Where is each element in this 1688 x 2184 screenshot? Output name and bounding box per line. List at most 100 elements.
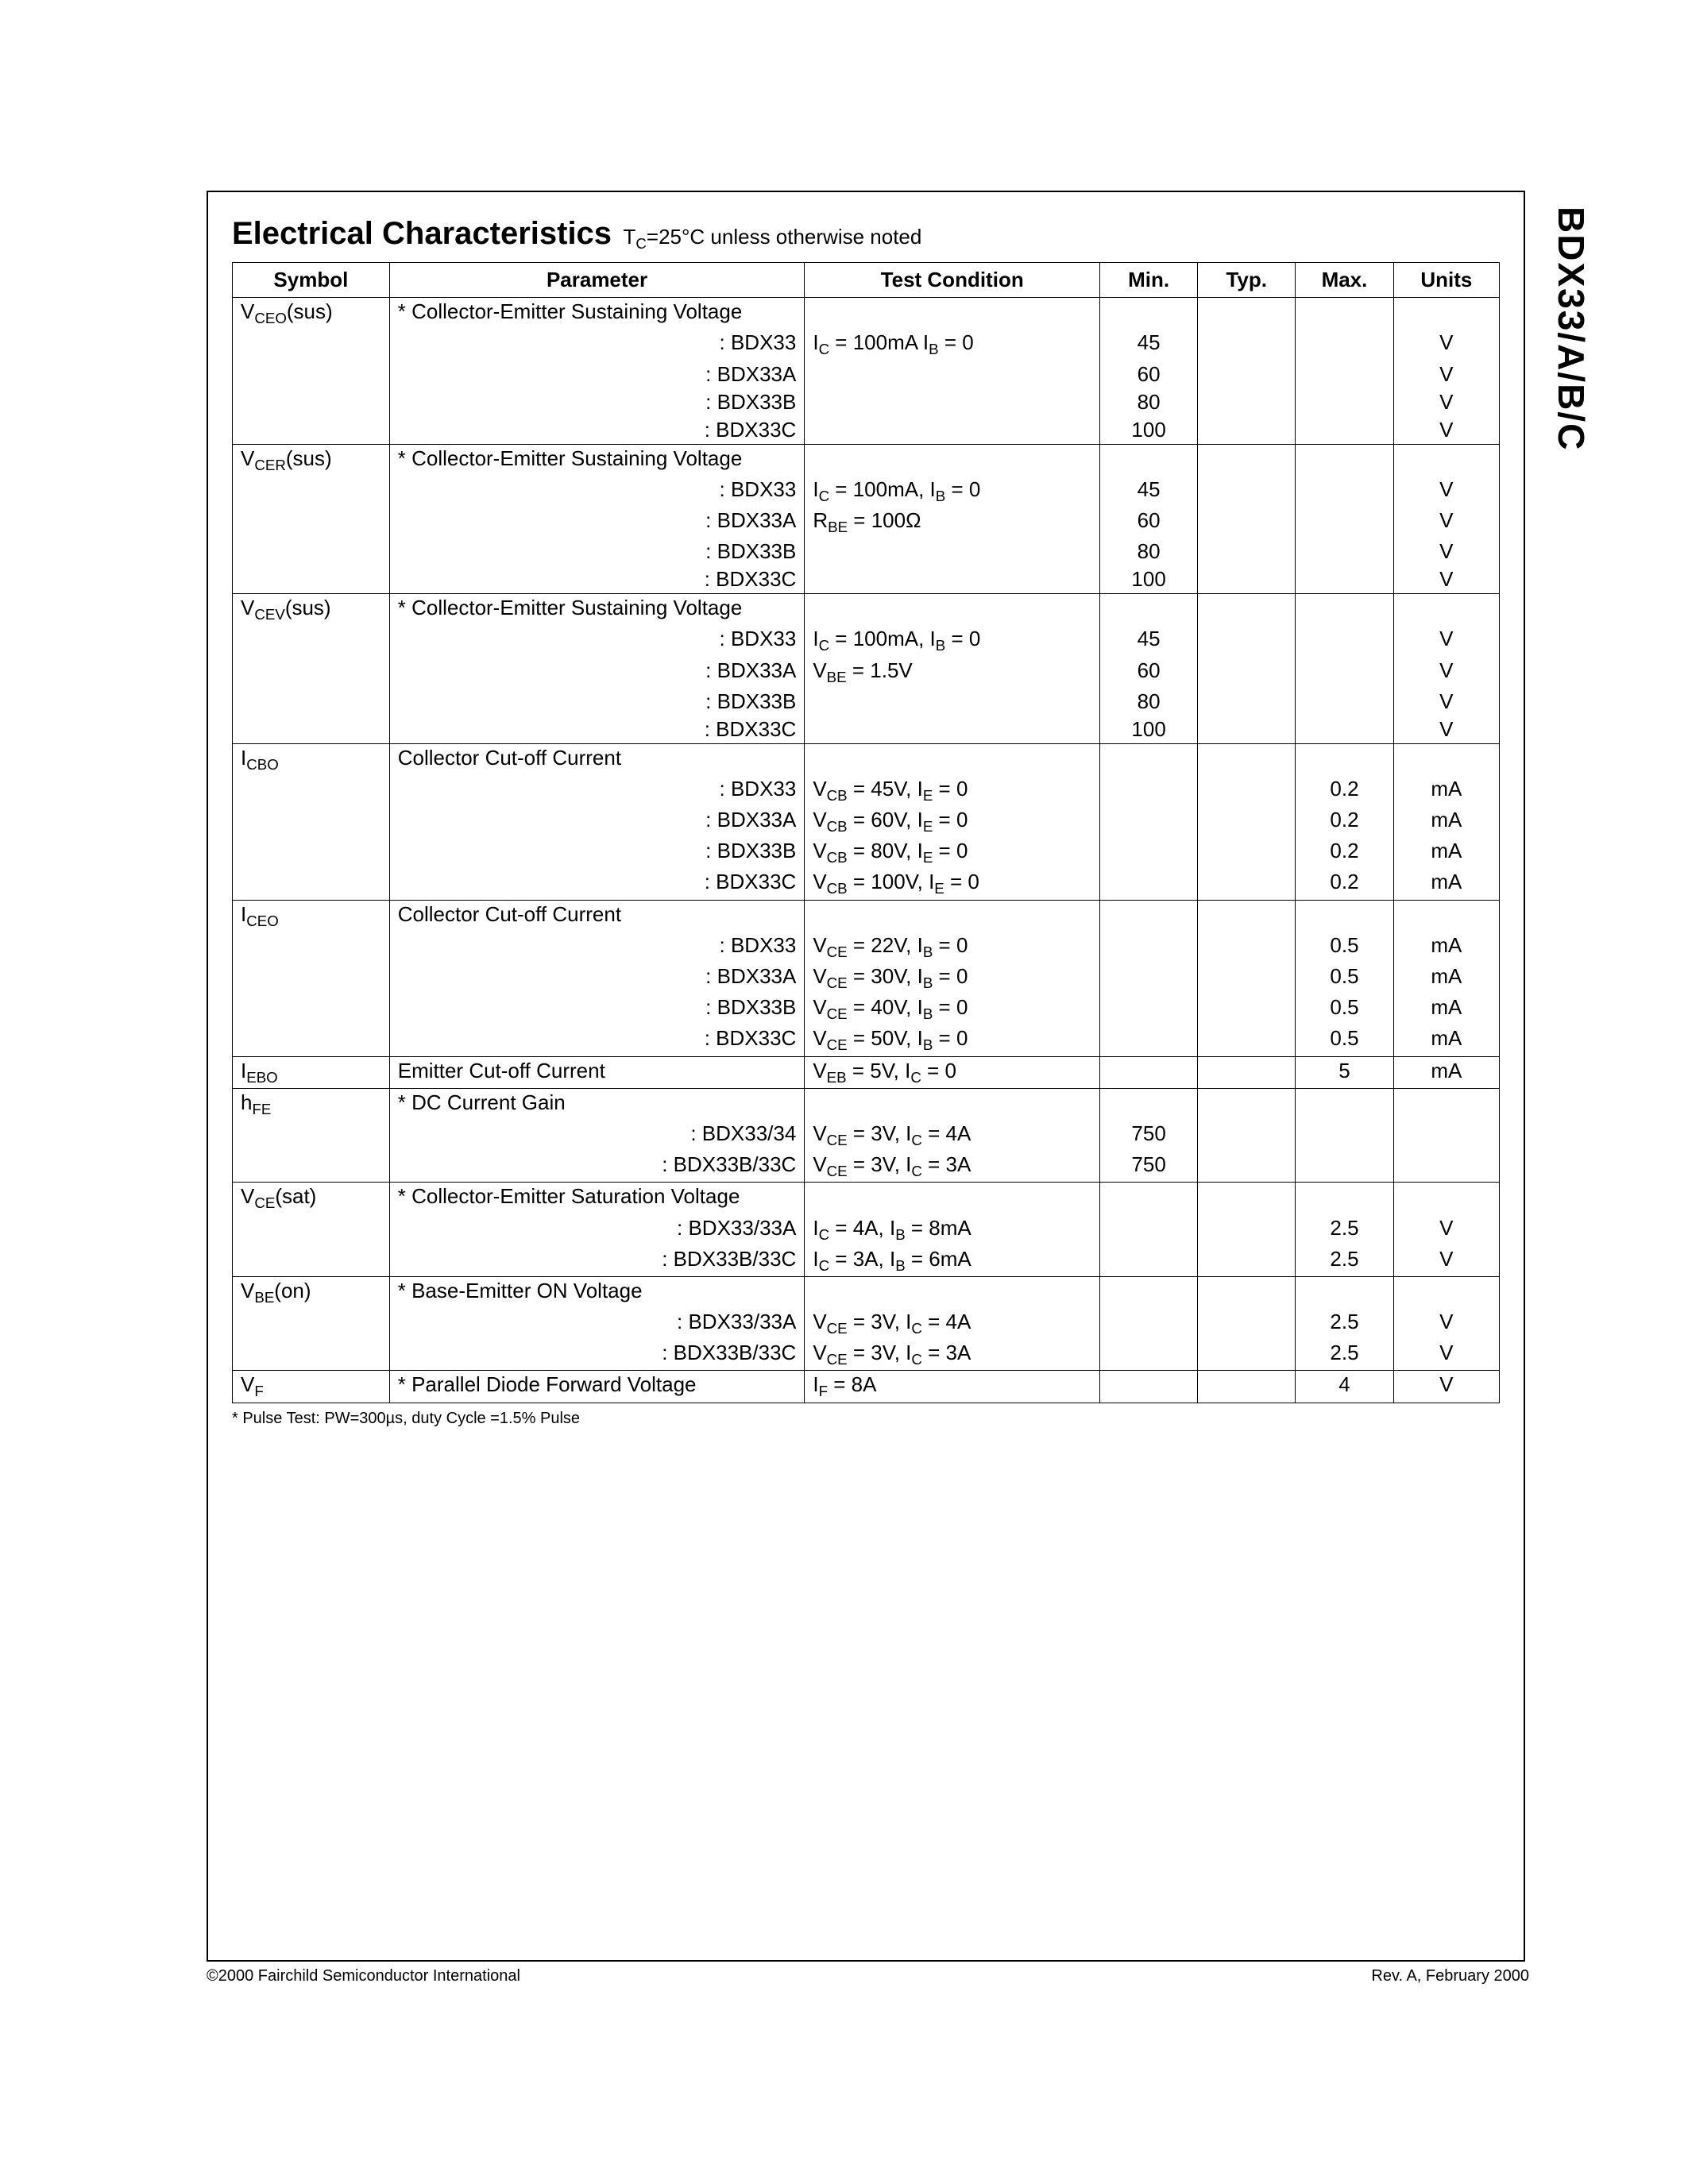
cell-units xyxy=(1393,594,1499,626)
pulse-test-footnote: * Pulse Test: PW=300µs, duty Cycle =1.5%… xyxy=(232,1410,1500,1428)
cell-max: 0.5 xyxy=(1296,932,1393,963)
table-row: : BDX33BVCE = 40V, IB = 00.5mA xyxy=(233,994,1500,1024)
cell-condition xyxy=(805,716,1100,744)
col-max: Max. xyxy=(1296,263,1393,298)
cell-max: 0.2 xyxy=(1296,806,1393,837)
cell-parameter: : BDX33/34 xyxy=(389,1120,805,1151)
cell-symbol xyxy=(233,688,390,716)
cell-min xyxy=(1100,1371,1198,1403)
cell-max: 0.5 xyxy=(1296,1024,1393,1056)
cell-max xyxy=(1296,565,1393,594)
cell-condition: VCB = 100V, IE = 0 xyxy=(805,868,1100,900)
cell-max xyxy=(1296,298,1393,330)
cell-max xyxy=(1296,507,1393,538)
cell-parameter: : BDX33C xyxy=(389,1024,805,1056)
content-frame: Electrical Characteristics TC=25°C unles… xyxy=(207,191,1525,1962)
cell-min: 80 xyxy=(1100,388,1198,416)
cell-symbol: hFE xyxy=(233,1088,390,1120)
cell-units xyxy=(1393,900,1499,932)
cell-symbol: ICBO xyxy=(233,743,390,775)
cell-max xyxy=(1296,416,1393,445)
cell-condition: IC = 4A, IB = 8mA xyxy=(805,1214,1100,1245)
table-row: : BDX33/33AVCE = 3V, IC = 4A2.5V xyxy=(233,1308,1500,1339)
cell-max xyxy=(1296,743,1393,775)
cell-typ xyxy=(1198,444,1296,476)
cell-max: 5 xyxy=(1296,1056,1393,1088)
cell-condition xyxy=(805,388,1100,416)
table-row: VF* Parallel Diode Forward VoltageIF = 8… xyxy=(233,1371,1500,1403)
cell-units xyxy=(1393,1276,1499,1308)
cell-min xyxy=(1100,837,1198,868)
cell-condition xyxy=(805,1088,1100,1120)
electrical-characteristics-table: Symbol Parameter Test Condition Min. Typ… xyxy=(232,262,1500,1403)
title-condition: TC=25°C unless otherwise noted xyxy=(624,225,922,249)
cell-units: V xyxy=(1393,388,1499,416)
cell-min: 750 xyxy=(1100,1120,1198,1151)
cell-min xyxy=(1100,1056,1198,1088)
cell-max xyxy=(1296,1120,1393,1151)
table-row: : BDX33VCB = 45V, IE = 00.2mA xyxy=(233,775,1500,806)
cell-symbol xyxy=(233,361,390,388)
cell-symbol xyxy=(233,1024,390,1056)
col-symbol: Symbol xyxy=(233,263,390,298)
cell-symbol: VF xyxy=(233,1371,390,1403)
cell-symbol xyxy=(233,1214,390,1245)
datasheet-page: BDX33/A/B/C Electrical Characteristics T… xyxy=(0,0,1688,2184)
cell-symbol xyxy=(233,775,390,806)
table-header: Symbol Parameter Test Condition Min. Typ… xyxy=(233,263,1500,298)
cell-max xyxy=(1296,476,1393,507)
cell-condition: RBE = 100Ω xyxy=(805,507,1100,538)
table-row: : BDX33IC = 100mA IB = 045V xyxy=(233,329,1500,360)
cell-typ xyxy=(1198,565,1296,594)
cell-parameter: * Collector-Emitter Sustaining Voltage xyxy=(389,298,805,330)
cell-parameter: : BDX33 xyxy=(389,329,805,360)
table-row: IEBOEmitter Cut-off CurrentVEB = 5V, IC … xyxy=(233,1056,1500,1088)
cell-min xyxy=(1100,594,1198,626)
cell-max xyxy=(1296,1276,1393,1308)
cell-max xyxy=(1296,329,1393,360)
table-row: : BDX33CVCE = 50V, IB = 00.5mA xyxy=(233,1024,1500,1056)
table-row: : BDX33AVCE = 30V, IB = 00.5mA xyxy=(233,963,1500,994)
cell-typ xyxy=(1198,688,1296,716)
cell-condition: VCE = 3V, IC = 3A xyxy=(805,1339,1100,1371)
part-number-side-label: BDX33/A/B/C xyxy=(1550,206,1593,451)
cell-condition xyxy=(805,361,1100,388)
cell-max xyxy=(1296,900,1393,932)
cell-typ xyxy=(1198,868,1296,900)
table-row: : BDX33B80V xyxy=(233,538,1500,565)
cell-parameter: : BDX33A xyxy=(389,507,805,538)
cell-min: 100 xyxy=(1100,716,1198,744)
cell-condition xyxy=(805,565,1100,594)
cell-units: V xyxy=(1393,688,1499,716)
cell-condition: VCE = 40V, IB = 0 xyxy=(805,994,1100,1024)
cell-typ xyxy=(1198,837,1296,868)
cell-parameter: Collector Cut-off Current xyxy=(389,743,805,775)
cell-condition: IC = 100mA IB = 0 xyxy=(805,329,1100,360)
cell-parameter: * Collector-Emitter Sustaining Voltage xyxy=(389,444,805,476)
cell-symbol xyxy=(233,868,390,900)
cell-max xyxy=(1296,625,1393,656)
cell-units: V xyxy=(1393,1214,1499,1245)
cell-units xyxy=(1393,298,1499,330)
cell-parameter: * Collector-Emitter Saturation Voltage xyxy=(389,1183,805,1214)
cell-max xyxy=(1296,1088,1393,1120)
cell-max xyxy=(1296,361,1393,388)
cell-min xyxy=(1100,1183,1198,1214)
table-row: : BDX33AVCB = 60V, IE = 00.2mA xyxy=(233,806,1500,837)
cell-units xyxy=(1393,743,1499,775)
cell-min xyxy=(1100,1339,1198,1371)
cell-min xyxy=(1100,806,1198,837)
cell-condition: VBE = 1.5V xyxy=(805,657,1100,688)
cell-condition xyxy=(805,688,1100,716)
cell-units: V xyxy=(1393,361,1499,388)
cell-symbol xyxy=(233,806,390,837)
cell-max: 2.5 xyxy=(1296,1308,1393,1339)
cell-symbol xyxy=(233,1151,390,1183)
cell-units: V xyxy=(1393,1245,1499,1277)
table-row: : BDX33B80V xyxy=(233,688,1500,716)
cell-condition xyxy=(805,538,1100,565)
table-body: VCEO(sus)* Collector-Emitter Sustaining … xyxy=(233,298,1500,1403)
cell-units: V xyxy=(1393,716,1499,744)
cell-parameter: * Collector-Emitter Sustaining Voltage xyxy=(389,594,805,626)
table-row: VCE(sat)* Collector-Emitter Saturation V… xyxy=(233,1183,1500,1214)
